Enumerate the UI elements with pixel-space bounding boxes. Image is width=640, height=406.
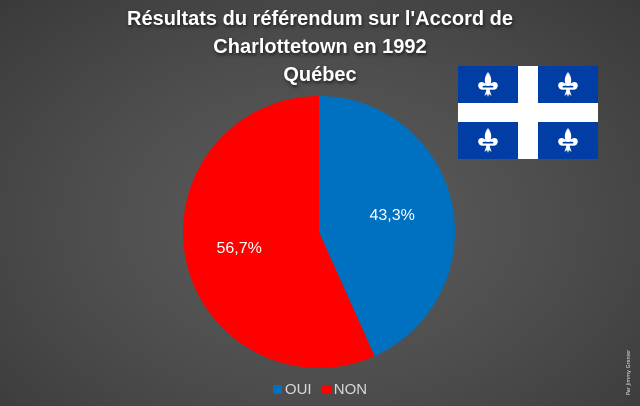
flag-cross-horizontal bbox=[458, 103, 598, 122]
legend: OUI NON bbox=[0, 381, 640, 399]
chart-title-line-1: Résultats du référendum sur l'Accord de bbox=[127, 8, 513, 30]
pie-slice-oui bbox=[319, 96, 456, 357]
data-label-non: 56,7% bbox=[216, 240, 262, 258]
chart-subtitle: Québec bbox=[283, 64, 357, 86]
chart-title-line-2: Charlottetown en 1992 bbox=[213, 36, 427, 58]
author-credit: Par Jimmy Grenier bbox=[626, 349, 632, 395]
legend-label-oui: OUI bbox=[284, 381, 312, 398]
pie-slice-non bbox=[183, 96, 375, 368]
legend-label-non: NON bbox=[333, 381, 368, 398]
legend-swatch-non bbox=[321, 385, 331, 394]
legend-swatch-oui bbox=[272, 385, 282, 394]
quebec-flag-icon bbox=[458, 66, 598, 159]
legend-item-oui: OUI bbox=[272, 381, 312, 399]
data-label-oui: 43,3% bbox=[369, 207, 415, 225]
legend-item-non: NON bbox=[321, 381, 368, 399]
